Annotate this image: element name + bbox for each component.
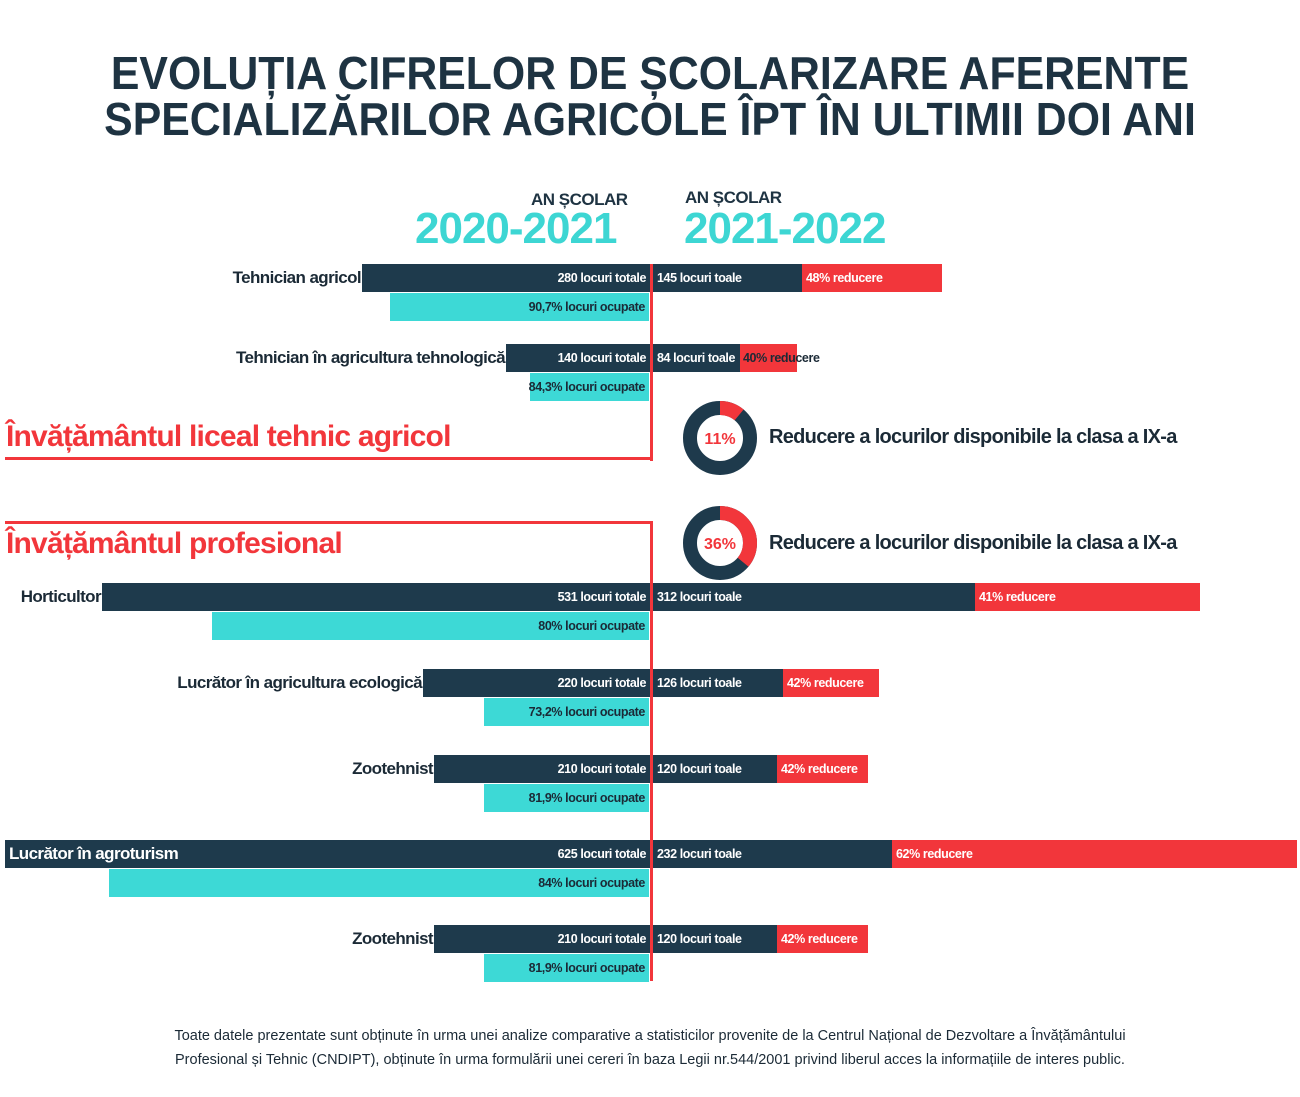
bar-value-label: 90,7% locuri ocupate	[528, 300, 646, 314]
donut-reduction-arc	[683, 506, 757, 580]
section-2-topline	[5, 521, 653, 524]
category-label: Zootehnist	[352, 759, 433, 778]
footer-line-2: Profesional și Tehnic (CNDIPT), obținute…	[175, 1052, 1125, 1068]
bar-value-label: 42% reducere	[781, 932, 858, 946]
bar-value-label: 140 locuri totale	[557, 351, 647, 365]
bar-2021-total: 120 locuri toale	[653, 755, 777, 783]
bar-occupied: 84% locuri ocupate	[109, 869, 649, 897]
bar-2020-total: 220 locuri totale	[423, 669, 650, 697]
bar-reduction: 41% reducere	[975, 583, 1200, 611]
section-title-profesional: Învățământul profesional	[6, 527, 343, 560]
bar-value-label: 81,9% locuri ocupate	[528, 791, 646, 805]
year-right-label: AN ȘCOLAR	[685, 188, 782, 207]
bar-2021-total: 312 locuri toale	[653, 583, 975, 611]
donut-label: 36%	[704, 536, 736, 553]
category-label: Tehnician în agricultura tehnologică	[235, 348, 506, 367]
bar-value-label: 81,9% locuri ocupate	[528, 961, 646, 975]
bar-2020-total: 625 locuri totale	[5, 840, 650, 868]
bar-reduction: 48% reducere	[802, 264, 942, 292]
bar-reduction: 40% reducere	[740, 344, 820, 372]
bar-value-label: 80% locuri ocupate	[538, 619, 645, 633]
bar-value-label: 220 locuri totale	[557, 676, 647, 690]
bar-reduction: 42% reducere	[783, 669, 879, 697]
donut-label: 11%	[704, 431, 735, 448]
bar-value-label: 280 locuri totale	[557, 271, 647, 285]
reduction-note-profesional: Reducere a locurilor disponibile la clas…	[769, 532, 1177, 554]
bar-2020-total: 210 locuri totale	[434, 755, 650, 783]
bar-value-label: 232 locuri toale	[657, 847, 742, 861]
bar-value-label: 73,2% locuri ocupate	[528, 705, 646, 719]
bar-value-label: 84 locuri toale	[657, 351, 736, 365]
bar-reduction: 42% reducere	[777, 755, 868, 783]
bar-value-label: 42% reducere	[781, 762, 858, 776]
bar-2020-total: 140 locuri totale	[506, 344, 650, 372]
bar-2020-total: 210 locuri totale	[434, 925, 650, 953]
section-1-underline	[5, 457, 653, 460]
bar-2021-total: 145 locuri toale	[653, 264, 802, 292]
bar-occupied: 73,2% locuri ocupate	[484, 698, 649, 726]
bar-occupied: 81,9% locuri ocupate	[484, 954, 649, 982]
bar-2021-total: 120 locuri toale	[653, 925, 777, 953]
donut-liceal: 11%	[683, 401, 757, 475]
category-label: Horticultor	[20, 587, 102, 606]
section-title-liceal: Învățământul liceal tehnic agricol	[6, 420, 451, 453]
bar-2021-total: 232 locuri toale	[653, 840, 892, 868]
bar-value-label: 84% locuri ocupate	[538, 876, 645, 890]
year-left-label: AN ȘCOLAR	[531, 190, 628, 209]
category-label: Zootehnist	[352, 929, 433, 948]
bar-value-label: 42% reducere	[787, 676, 864, 690]
bar-reduction: 42% reducere	[777, 925, 868, 953]
bar-value-label: 531 locuri totale	[557, 590, 647, 604]
category-label: Lucrător în agricultura ecologică	[177, 673, 422, 692]
bar-2021-total: 84 locuri toale	[653, 344, 740, 372]
bar-2021-total: 126 locuri toale	[653, 669, 783, 697]
bar-value-label: 120 locuri toale	[657, 762, 742, 776]
bar-2020-total: 280 locuri totale	[362, 264, 650, 292]
title-line-1: EVOLUȚIA CIFRELOR DE ȘCOLARIZARE AFERENT…	[110, 47, 1190, 99]
center-line-bottom	[650, 521, 653, 981]
bar-value-label: 120 locuri toale	[657, 932, 742, 946]
bar-reduction: 62% reducere	[892, 840, 1297, 868]
donut-reduction-arc	[683, 401, 757, 475]
bar-value-label: 126 locuri toale	[657, 676, 742, 690]
bar-value-label: 145 locuri toale	[657, 271, 742, 285]
bar-occupied: 81,9% locuri ocupate	[484, 784, 649, 812]
title-line-2: SPECIALIZĂRILOR AGRICOLE ÎPT ÎN ULTIMII …	[104, 93, 1196, 145]
bar-occupied: 90,7% locuri ocupate	[390, 293, 649, 321]
bar-2020-total: 531 locuri totale	[102, 583, 650, 611]
bar-value-label: 625 locuri totale	[557, 847, 647, 861]
donut-profesional: 36%	[683, 506, 757, 580]
bar-value-label: 62% reducere	[896, 847, 973, 861]
year-left-value: 2020-2021	[415, 204, 617, 253]
year-right-value: 2021-2022	[684, 204, 886, 253]
bar-value-label: 48% reducere	[806, 271, 883, 285]
bar-occupied: 84,3% locuri ocupate	[528, 373, 649, 401]
bar-value-label: 84,3% locuri ocupate	[528, 380, 646, 394]
bar-value-label: 41% reducere	[979, 590, 1056, 604]
bar-value-label: 40% reducere	[743, 351, 820, 365]
category-label: Tehnician agricol	[232, 268, 362, 287]
footer-line-1: Toate datele prezentate sunt obținute în…	[174, 1028, 1126, 1044]
bar-occupied: 80% locuri ocupate	[212, 612, 649, 640]
center-line-top	[650, 264, 653, 461]
category-label: Lucrător în agroturism	[9, 844, 179, 863]
bar-value-label: 210 locuri totale	[557, 762, 647, 776]
reduction-note-liceal: Reducere a locurilor disponibile la clas…	[769, 426, 1177, 448]
bar-value-label: 210 locuri totale	[557, 932, 647, 946]
bar-value-label: 312 locuri toale	[657, 590, 742, 604]
